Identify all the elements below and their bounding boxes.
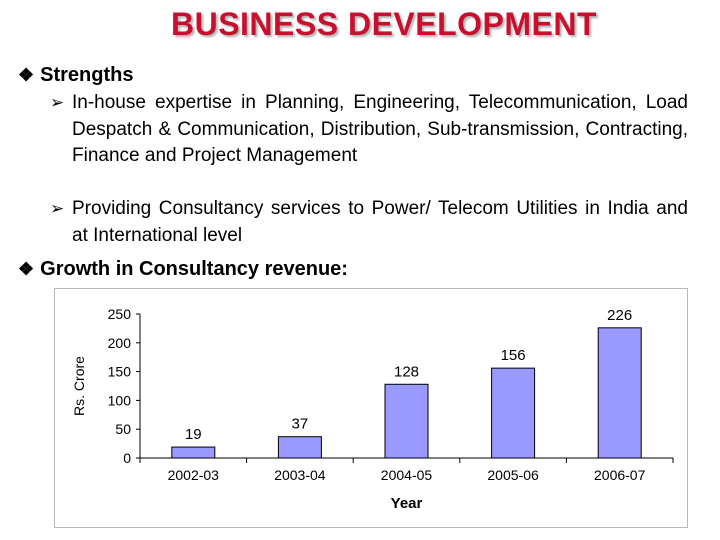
arrow-bullet-icon: ➢	[50, 93, 65, 112]
data-label: 156	[501, 347, 526, 364]
strengths-heading: Strengths	[40, 64, 134, 86]
bar	[277, 436, 322, 459]
x-tick-label: 2005-06	[487, 467, 539, 483]
data-label: 19	[185, 426, 202, 443]
x-tick-label: 2003-04	[274, 467, 326, 483]
data-label: 226	[607, 307, 632, 324]
y-tick-label: 150	[108, 364, 132, 380]
bar	[171, 446, 216, 459]
bar	[597, 327, 642, 459]
revenue-bar-chart: 0 50 100 150 200 250 19 2002-03 37 2003-04 128 2004…	[71, 306, 674, 512]
x-axis-label: Year	[391, 495, 423, 512]
y-tick-label: 250	[108, 306, 132, 322]
y-tick-label: 100	[108, 392, 132, 408]
arrow-bullet-icon: ➢	[50, 199, 65, 218]
y-tick-label: 0	[123, 450, 131, 466]
strengths-bullet: ❖ Strengths	[18, 64, 133, 87]
strength-item-text: Providing Consultancy services to Power/…	[72, 198, 688, 246]
slide-title: BUSINESS DEVELOPMENT	[170, 6, 598, 42]
diamond-bullet-icon: ❖	[18, 65, 35, 85]
growth-heading: Growth in Consultancy revenue:	[40, 258, 348, 280]
data-label: 128	[394, 363, 419, 380]
data-label: 37	[292, 416, 309, 433]
strength-item-1: ➢ In-house expertise in Planning, Engine…	[50, 90, 688, 170]
x-tick-label: 2004-05	[381, 467, 433, 483]
bar	[491, 367, 536, 459]
bar	[384, 383, 429, 459]
y-axis-label: Rs. Crore	[71, 356, 87, 416]
diamond-bullet-icon: ❖	[18, 259, 35, 279]
y-tick-label: 200	[108, 335, 132, 351]
strength-item-2: ➢ Providing Consultancy services to Powe…	[50, 196, 688, 249]
strength-item-text: In-house expertise in Planning, Engineer…	[72, 92, 688, 166]
growth-bullet: ❖ Growth in Consultancy revenue:	[18, 258, 348, 281]
y-tick-label: 50	[115, 421, 131, 437]
x-tick-label: 2006-07	[594, 467, 646, 483]
x-tick-label: 2002-03	[168, 467, 220, 483]
revenue-chart: 0 50 100 150 200 250 19 2002-03 37 2003-04 128 2004…	[54, 288, 688, 528]
